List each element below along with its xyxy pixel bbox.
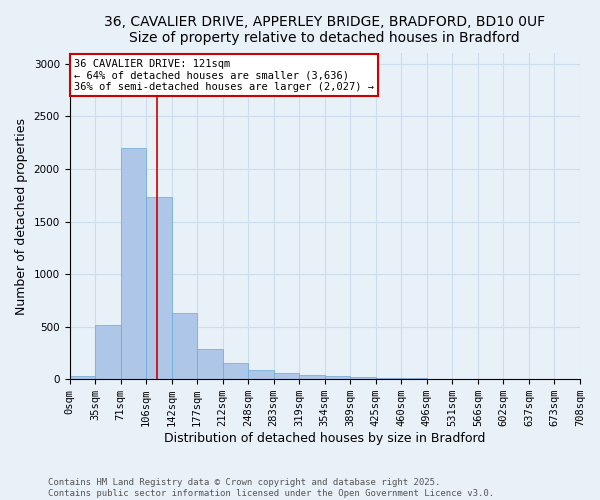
Bar (376, 378, 401, 379)
Title: 36, CAVALIER DRIVE, APPERLEY BRIDGE, BRADFORD, BD10 0UF
Size of property relativ: 36, CAVALIER DRIVE, APPERLEY BRIDGE, BRA… (104, 15, 545, 45)
Bar (223, 364, 248, 379)
Y-axis label: Number of detached properties: Number of detached properties (15, 118, 28, 315)
X-axis label: Distribution of detached houses by size in Bradford: Distribution of detached houses by size … (164, 432, 485, 445)
Bar (146, 198, 172, 379)
Text: 36 CAVALIER DRIVE: 121sqm
← 64% of detached houses are smaller (3,636)
36% of se: 36 CAVALIER DRIVE: 121sqm ← 64% of detac… (74, 58, 374, 92)
Bar (299, 375, 325, 379)
Bar (350, 377, 376, 379)
Bar (401, 378, 427, 379)
Text: Contains HM Land Registry data © Crown copyright and database right 2025.
Contai: Contains HM Land Registry data © Crown c… (48, 478, 494, 498)
Bar (274, 374, 299, 379)
Bar (70, 376, 95, 379)
Bar (95, 324, 121, 379)
Bar (121, 148, 146, 379)
Bar (172, 313, 197, 379)
Bar (248, 370, 274, 379)
Bar (427, 378, 452, 379)
Bar (325, 376, 350, 379)
Bar (197, 348, 223, 379)
